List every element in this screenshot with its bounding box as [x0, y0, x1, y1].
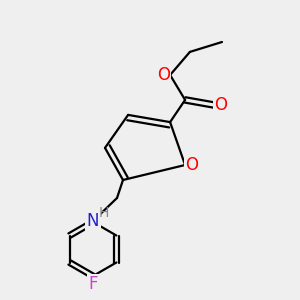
Text: O: O [185, 156, 198, 174]
Text: F: F [88, 275, 98, 293]
Text: H: H [98, 206, 109, 220]
Text: O: O [157, 66, 170, 84]
Text: O: O [214, 96, 227, 114]
Text: N: N [87, 212, 99, 230]
